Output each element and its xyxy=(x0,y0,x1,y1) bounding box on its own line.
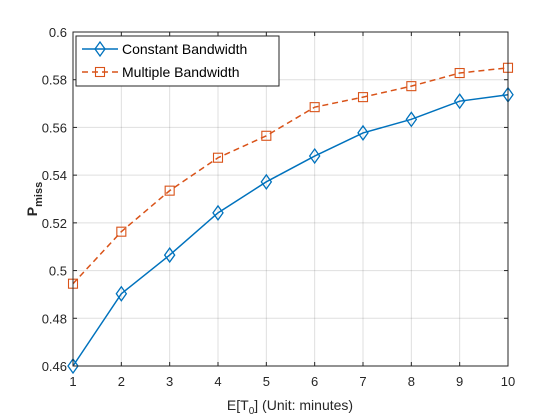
x-axis-label: E[T0] (Unit: minutes) xyxy=(227,397,353,417)
tick-marks xyxy=(72,31,509,367)
data-point xyxy=(212,152,224,163)
legend-marker xyxy=(94,40,106,58)
data-point xyxy=(260,173,273,190)
y-tick-label: 0.5 xyxy=(49,264,67,279)
data-point xyxy=(212,204,224,221)
legend-entry: Multiple Bandwidth xyxy=(82,64,240,80)
legend-marker xyxy=(94,66,106,78)
data-point xyxy=(406,81,417,92)
y-axis-label: Pmiss xyxy=(24,182,45,216)
x-tick-label: 10 xyxy=(501,374,515,389)
series-line xyxy=(72,94,509,367)
data-point xyxy=(454,67,465,79)
data-point xyxy=(453,93,466,110)
series-layer xyxy=(67,62,514,375)
data-point xyxy=(115,285,128,302)
data-point xyxy=(67,357,79,375)
x-tick-label: 3 xyxy=(166,374,173,389)
y-tick-label: 0.54 xyxy=(42,168,67,183)
y-tick-label: 0.48 xyxy=(42,311,67,326)
legend: Constant Bandwidth Multiple Bandwidth xyxy=(75,35,280,87)
series-constant-bandwidth xyxy=(67,86,514,375)
plot-background xyxy=(73,32,508,366)
legend-entry: Constant Bandwidth xyxy=(82,40,247,58)
series-line xyxy=(72,67,509,285)
plot-frame xyxy=(72,31,509,367)
data-point xyxy=(116,226,127,237)
y-tick-label: 0.6 xyxy=(49,25,67,40)
data-point xyxy=(261,130,272,141)
y-tick-label: 0.46 xyxy=(42,359,67,374)
legend-label: Multiple Bandwidth xyxy=(122,64,240,80)
x-tick-label: 7 xyxy=(359,374,366,389)
x-tick-label: 4 xyxy=(214,374,221,389)
x-tick-label: 1 xyxy=(69,374,76,389)
data-point xyxy=(163,246,176,264)
x-tick-label: 2 xyxy=(118,374,125,389)
legend-box xyxy=(75,35,280,87)
y-tick-label: 0.56 xyxy=(42,120,67,135)
tick-labels: 1 2 3 4 5 6 7 8 9 10 0.46 0.48 0.5 0.52 0.54 0.56 0.58 0.… xyxy=(42,25,516,389)
data-point xyxy=(357,92,369,103)
data-point xyxy=(405,111,418,128)
legend-label: Constant Bandwidth xyxy=(122,41,247,57)
data-point xyxy=(357,124,369,142)
data-point xyxy=(164,185,175,196)
y-tick-label: 0.58 xyxy=(42,73,67,88)
x-tick-label: 6 xyxy=(311,374,318,389)
data-point xyxy=(308,147,321,165)
x-tick-label: 5 xyxy=(263,374,270,389)
x-tick-label: 9 xyxy=(456,374,463,389)
x-tick-label: 8 xyxy=(408,374,415,389)
y-tick-label: 0.52 xyxy=(42,216,67,231)
data-point xyxy=(309,102,320,113)
